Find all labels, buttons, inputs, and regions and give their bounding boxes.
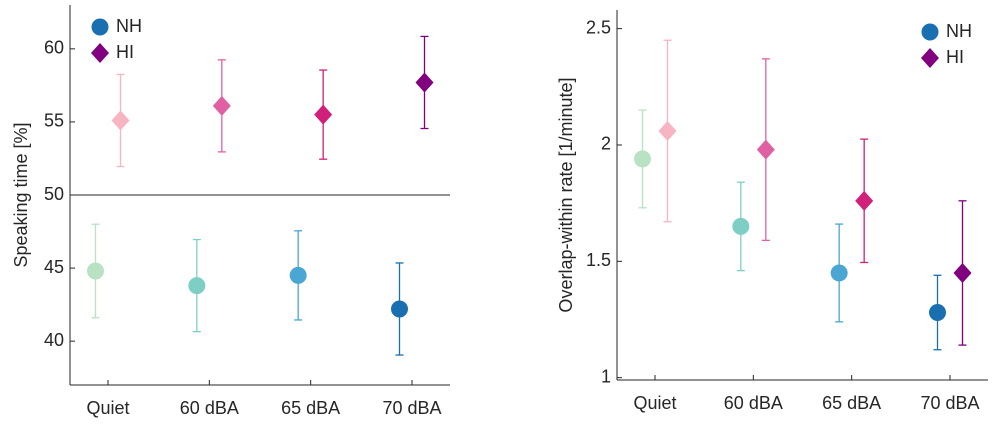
x-tick-label: 60 dBA (180, 398, 239, 418)
legend-label: NH (946, 21, 972, 41)
marker (87, 262, 104, 280)
marker (855, 190, 874, 211)
legend-marker (91, 18, 109, 36)
y-tick-label: 55 (44, 111, 64, 131)
y-tick-label: 1.5 (586, 250, 611, 270)
y-axis-label: Overlap-within rate [1/minute] (556, 77, 576, 312)
marker (415, 72, 434, 93)
marker (732, 217, 750, 235)
y-tick-label: 40 (44, 330, 64, 350)
marker (391, 300, 408, 318)
x-tick-label: 65 dBA (822, 393, 881, 413)
marker (756, 139, 775, 160)
x-tick-label: 60 dBA (724, 393, 783, 413)
y-tick-label: 1 (601, 366, 611, 386)
x-tick-label: 70 dBA (920, 393, 979, 413)
y-tick-label: 2.5 (586, 17, 611, 37)
marker (929, 304, 946, 322)
y-tick-label: 45 (44, 257, 64, 277)
y-tick-label: 60 (44, 38, 64, 58)
marker (289, 266, 307, 284)
legend-marker (921, 48, 939, 68)
x-tick-label: Quiet (633, 393, 676, 413)
legend-label: HI (116, 42, 134, 62)
marker (953, 262, 972, 283)
legend-marker (91, 43, 109, 63)
x-tick-label: Quiet (86, 398, 129, 418)
marker (830, 264, 848, 282)
marker (658, 121, 677, 142)
y-axis-label: Speaking time [%] (11, 122, 31, 267)
marker (111, 110, 130, 131)
legend-marker (921, 23, 939, 41)
legend-label: NH (116, 16, 142, 36)
legend-label: HI (946, 47, 964, 67)
marker (634, 150, 651, 168)
x-tick-label: 65 dBA (281, 398, 340, 418)
marker (212, 95, 231, 116)
y-tick-label: 2 (601, 134, 611, 154)
y-tick-label: 50 (44, 184, 64, 204)
marker (188, 277, 206, 295)
marker (314, 104, 333, 125)
x-tick-label: 70 dBA (382, 398, 441, 418)
